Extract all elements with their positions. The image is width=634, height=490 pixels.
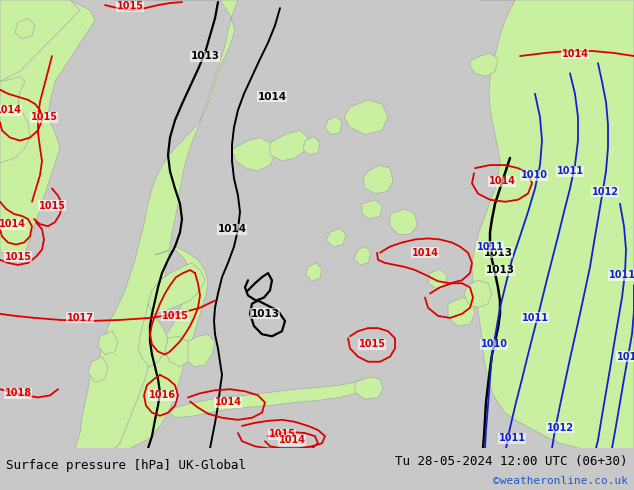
Polygon shape <box>306 263 322 281</box>
Polygon shape <box>232 138 275 171</box>
Text: 1010: 1010 <box>521 170 548 180</box>
Text: 1014: 1014 <box>489 176 515 186</box>
Text: 1013: 1013 <box>484 248 512 258</box>
Polygon shape <box>325 116 342 135</box>
Text: 1015: 1015 <box>39 201 65 211</box>
Text: 1015: 1015 <box>358 340 385 349</box>
Polygon shape <box>448 297 475 326</box>
Polygon shape <box>303 137 320 155</box>
Polygon shape <box>115 246 208 448</box>
Text: 1011: 1011 <box>522 313 548 323</box>
Text: Surface pressure [hPa] UK-Global: Surface pressure [hPa] UK-Global <box>6 459 247 471</box>
Text: 1014: 1014 <box>214 397 242 408</box>
Polygon shape <box>270 130 308 161</box>
Text: 1016: 1016 <box>148 391 176 400</box>
Polygon shape <box>138 304 168 367</box>
Polygon shape <box>88 357 108 382</box>
Polygon shape <box>326 228 346 246</box>
Polygon shape <box>428 269 447 289</box>
Polygon shape <box>472 0 634 448</box>
Text: 1015: 1015 <box>269 429 295 439</box>
Polygon shape <box>344 100 388 135</box>
Text: 1011: 1011 <box>609 270 634 280</box>
Polygon shape <box>170 377 370 418</box>
Text: 1014: 1014 <box>217 224 247 234</box>
Text: ©weatheronline.co.uk: ©weatheronline.co.uk <box>493 476 628 486</box>
Text: 1013: 1013 <box>190 51 219 61</box>
Polygon shape <box>0 0 95 253</box>
Polygon shape <box>0 0 80 81</box>
Text: 1014: 1014 <box>411 248 439 258</box>
Polygon shape <box>0 76 30 163</box>
Polygon shape <box>362 200 382 219</box>
Text: 1014: 1014 <box>0 219 25 229</box>
Polygon shape <box>188 334 215 367</box>
Polygon shape <box>354 246 371 265</box>
Polygon shape <box>15 18 35 39</box>
Polygon shape <box>363 165 393 194</box>
Text: 1015: 1015 <box>30 112 58 122</box>
Text: 1015: 1015 <box>117 1 143 11</box>
Text: 1014: 1014 <box>257 92 287 102</box>
Polygon shape <box>75 0 238 448</box>
Polygon shape <box>148 263 205 316</box>
Text: 1011: 1011 <box>477 242 503 251</box>
Text: 1014: 1014 <box>0 105 22 115</box>
Text: 1018: 1018 <box>4 389 32 398</box>
Text: 1010: 1010 <box>481 340 507 349</box>
Text: 1012: 1012 <box>547 423 574 433</box>
Text: 1011: 1011 <box>498 433 526 443</box>
Text: 1017: 1017 <box>67 313 93 323</box>
Polygon shape <box>464 280 492 308</box>
Text: 1012: 1012 <box>592 187 619 196</box>
Text: 1015: 1015 <box>162 311 188 321</box>
Text: 1013: 1013 <box>486 265 515 275</box>
Text: Tu 28-05-2024 12:00 UTC (06+30): Tu 28-05-2024 12:00 UTC (06+30) <box>395 455 628 468</box>
Text: 1011: 1011 <box>557 166 583 176</box>
Text: 1010: 1010 <box>616 352 634 362</box>
Polygon shape <box>355 377 383 399</box>
Polygon shape <box>390 209 417 234</box>
Text: 1014: 1014 <box>562 49 588 59</box>
Polygon shape <box>98 331 118 355</box>
Text: 1015: 1015 <box>4 252 32 262</box>
Text: 1014: 1014 <box>278 435 306 445</box>
Polygon shape <box>470 53 498 76</box>
Polygon shape <box>165 336 192 367</box>
Text: 1013: 1013 <box>250 309 280 319</box>
